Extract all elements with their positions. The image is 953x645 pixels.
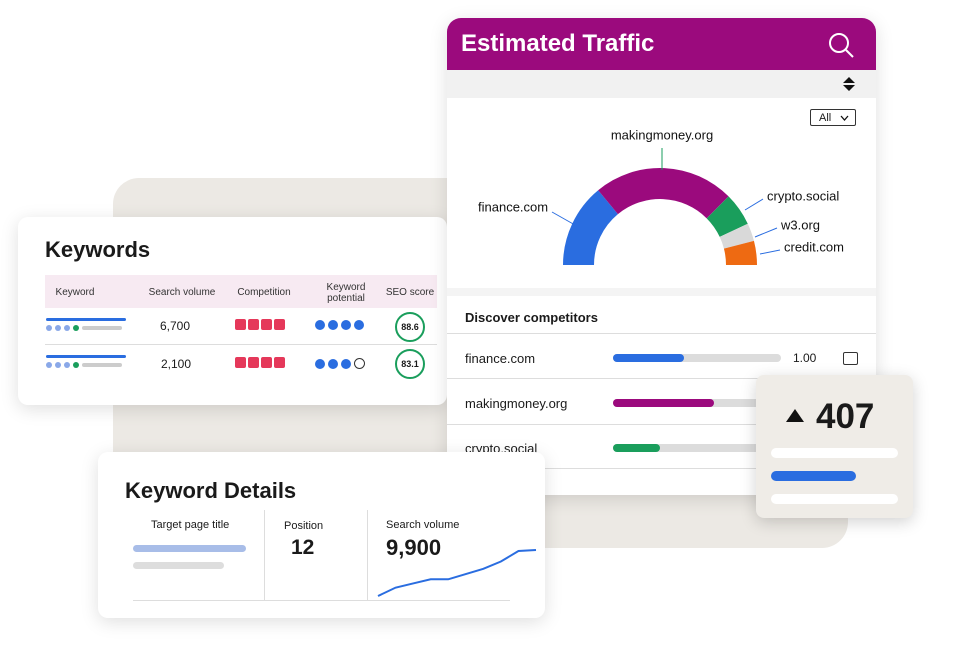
traffic-donut: finance.com makingmoney.org crypto.social w…: [478, 127, 844, 265]
position-value: 12: [291, 536, 315, 559]
row-divider: [133, 600, 510, 601]
leader-line: [759, 249, 781, 255]
keywords-card: Keywords Keyword Search volume Competiti…: [18, 217, 447, 405]
column-divider: [367, 510, 368, 600]
toolbar: [447, 70, 876, 98]
column-divider: [264, 510, 265, 600]
competition-icons: [235, 319, 287, 330]
placeholder-bar: [771, 494, 898, 504]
rank-card: 407: [756, 375, 913, 518]
leader-line: [551, 211, 576, 226]
bar-track: [613, 444, 781, 452]
placeholder-bar: [133, 545, 246, 552]
competitor-bar: [613, 444, 661, 452]
leader-line: [744, 198, 764, 211]
column-header: Keyword: [55, 287, 95, 298]
leader-line: [754, 227, 778, 238]
column-header: Competition: [237, 287, 291, 298]
trend-line: [377, 549, 537, 597]
competitor-score: 1.00: [793, 351, 817, 365]
keyword-placeholder: [46, 318, 126, 321]
filter-label: All: [819, 112, 832, 124]
card-title: Estimated Traffic: [461, 30, 655, 57]
column-header: Search volume: [386, 519, 460, 531]
keyword-details-card: Keyword Details Target page title Positi…: [98, 452, 545, 618]
row-divider: [447, 333, 876, 334]
section-title: Discover competitors: [465, 310, 598, 325]
placeholder-bar: [771, 471, 856, 481]
card-title: Keywords: [45, 237, 151, 262]
competitor-bar: [613, 399, 714, 407]
sort-button[interactable]: [842, 76, 856, 92]
potential-dots: [315, 320, 367, 330]
table-header: [45, 275, 437, 308]
keyword-placeholder: [46, 355, 126, 358]
donut-segment: [723, 240, 757, 265]
donut-segment: [706, 196, 748, 237]
segment-label: crypto.social: [767, 188, 839, 203]
row-divider: [447, 424, 876, 425]
competition-icons: [235, 357, 287, 368]
bar-track: [613, 354, 781, 362]
seo-score: 83.1: [395, 349, 425, 379]
search-volume-value: 9,900: [386, 535, 442, 560]
segment-label: credit.com: [784, 239, 844, 254]
competitor-name: finance.com: [465, 351, 536, 366]
section-gap: [447, 288, 876, 296]
placeholder-bar: [771, 448, 898, 458]
search-button[interactable]: [827, 31, 855, 59]
sparkline: [377, 549, 537, 597]
seo-score: 88.6: [395, 312, 425, 342]
row-divider: [447, 378, 876, 379]
column-header: Target page title: [151, 519, 230, 531]
donut-segment: [598, 168, 729, 219]
details-icon[interactable]: [843, 352, 858, 365]
segment-label: finance.com: [478, 199, 548, 214]
column-header: Keyword potential: [326, 282, 366, 304]
card-header: [447, 18, 876, 70]
row-divider: [447, 468, 876, 469]
column-header: Position: [284, 520, 324, 532]
filter-dropdown[interactable]: All: [810, 109, 856, 126]
row-divider: [45, 344, 437, 345]
competitor-name: makingmoney.org: [465, 396, 568, 411]
potential-dots: [315, 358, 368, 369]
donut-segment: [719, 223, 754, 249]
column-header: Search volume: [148, 287, 216, 298]
card-title: Keyword Details: [125, 478, 297, 503]
keyword-placeholder: [46, 362, 122, 368]
search-volume: 2,100: [161, 357, 192, 371]
donut-segment: [563, 190, 618, 265]
keyword-placeholder: [46, 325, 122, 331]
placeholder-bar: [133, 562, 224, 569]
segment-label: w3.org: [780, 217, 820, 232]
up-arrow: [786, 409, 804, 422]
rank-value: 407: [816, 397, 875, 436]
bar-track: [613, 399, 781, 407]
competitor-bar: [613, 354, 684, 362]
column-header: SEO score: [385, 287, 435, 298]
search-volume: 6,700: [160, 319, 191, 333]
segment-label: makingmoney.org: [611, 127, 713, 142]
